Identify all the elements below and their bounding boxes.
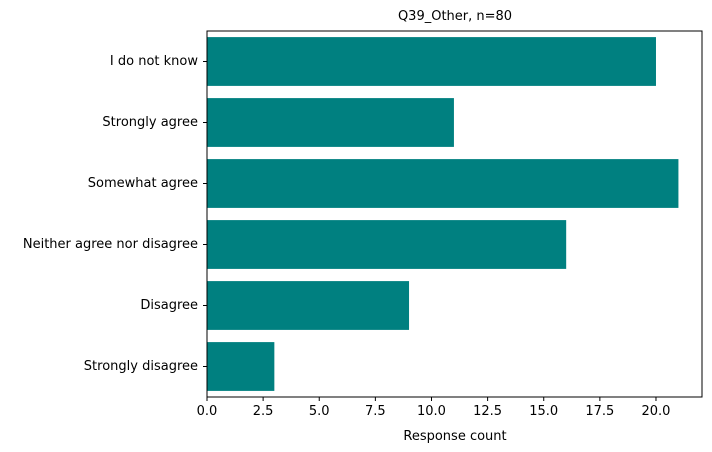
- x-tick-label: 10.0: [417, 404, 446, 419]
- x-tick-label: 2.5: [253, 404, 274, 419]
- x-tick-label: 17.5: [585, 404, 614, 419]
- y-tick-label: I do not know: [110, 54, 198, 69]
- x-tick-label: 15.0: [529, 404, 558, 419]
- x-axis-label: Response count: [403, 429, 506, 444]
- x-tick-label: 12.5: [473, 404, 502, 419]
- y-tick-label: Neither agree nor disagree: [23, 237, 198, 252]
- bar-strongly-agree: [207, 98, 454, 147]
- bar-disagree: [207, 281, 410, 330]
- x-tick-label: 7.5: [365, 404, 386, 419]
- y-tick-label: Disagree: [140, 298, 198, 313]
- y-tick-label: Strongly agree: [102, 115, 198, 130]
- y-tick-label: Somewhat agree: [88, 176, 198, 191]
- bar-i-do-not-know: [207, 37, 656, 86]
- bar-somewhat-agree: [207, 159, 679, 208]
- chart-title: Q39_Other, n=80: [398, 9, 512, 24]
- bar-neither-agree-nor-disagree: [207, 220, 567, 269]
- y-tick-label: Strongly disagree: [84, 359, 198, 374]
- bar-strongly-disagree: [207, 342, 275, 391]
- bars-group: [207, 37, 679, 391]
- y-axis: Strongly disagree Disagree Neither agree n…: [23, 54, 207, 374]
- x-axis: 0.0 2.5 5.0 7.5 10.0 12.5 15.0 17.5 20.0: [197, 397, 671, 419]
- x-tick-label: 5.0: [309, 404, 330, 419]
- x-tick-label: 20.0: [642, 404, 671, 419]
- axes-frame: [206, 30, 703, 398]
- x-tick-label: 0.0: [197, 404, 218, 419]
